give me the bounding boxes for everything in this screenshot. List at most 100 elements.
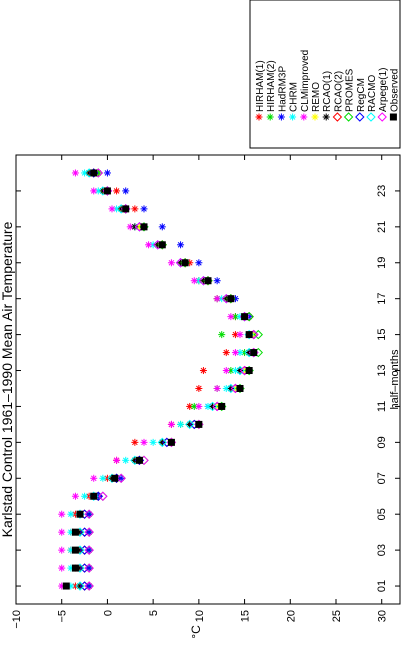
data-point	[81, 492, 89, 500]
plot-area	[15, 154, 401, 605]
data-point	[185, 419, 195, 430]
data-point	[222, 367, 230, 375]
data-point	[79, 545, 90, 555]
data-point	[62, 582, 70, 590]
legend-marker	[377, 112, 387, 122]
data-point	[227, 295, 235, 303]
data-point	[116, 473, 126, 483]
data-point	[157, 437, 167, 448]
data-point	[245, 331, 253, 339]
data-point	[140, 223, 148, 231]
data-point	[108, 205, 116, 213]
data-point	[98, 491, 108, 501]
data-point	[90, 187, 98, 195]
data-point	[58, 564, 66, 572]
data-point	[236, 331, 244, 339]
data-point	[190, 277, 198, 285]
y-tick-label: 0	[102, 610, 114, 616]
data-point	[218, 331, 226, 339]
chart-title: Karlstad Control 1961–1990 Mean Air Temp…	[0, 221, 15, 537]
x-axis-title: half–months	[389, 349, 401, 409]
data-point	[84, 509, 94, 519]
data-point	[71, 492, 79, 500]
data-point	[122, 456, 130, 464]
data-point	[207, 401, 218, 412]
data-point	[122, 205, 130, 213]
legend-marker	[300, 113, 308, 121]
data-point	[145, 241, 153, 249]
legend-label: Observed	[389, 69, 400, 112]
data-point	[131, 438, 139, 446]
data-point	[113, 187, 121, 195]
y-tick-label: 25	[331, 610, 343, 622]
legend-label: HIRHAM(2)	[266, 60, 277, 112]
data-point	[253, 329, 263, 340]
x-tick-label: 09	[376, 436, 388, 448]
data-point	[167, 259, 175, 267]
data-point	[204, 277, 212, 285]
data-point	[79, 563, 90, 573]
legend-label: RCAO(1)	[322, 71, 333, 112]
plot-frame	[15, 154, 401, 605]
data-point	[140, 438, 148, 446]
data-point	[227, 313, 235, 321]
data-point	[84, 527, 94, 537]
data-point	[195, 420, 203, 428]
data-point	[76, 510, 84, 518]
x-tick-label: 05	[376, 508, 388, 520]
data-point	[111, 474, 119, 482]
data-point	[195, 384, 203, 392]
legend-marker	[255, 113, 263, 121]
data-point	[181, 259, 189, 267]
legend-marker	[277, 113, 285, 121]
legend-label: CLMimproved	[300, 50, 311, 112]
data-point	[67, 510, 75, 518]
data-point	[103, 169, 111, 177]
legend-label: RegCM	[356, 78, 367, 112]
x-tick-label: 11	[376, 401, 388, 412]
legend-marker	[266, 113, 274, 121]
data-point	[79, 581, 90, 591]
data-point	[231, 349, 239, 357]
data-point	[71, 169, 79, 177]
data-point	[84, 563, 94, 573]
legend-label: REMO	[311, 82, 322, 112]
legend-label: CHRM	[289, 82, 300, 112]
data-point	[90, 169, 98, 177]
data-point	[90, 474, 98, 482]
data-point	[241, 313, 249, 321]
data-point	[99, 474, 107, 482]
axis-labels: −10 −5 0 5 10 15 20 25 3001030507091113151719212…	[0, 185, 401, 639]
data-point	[245, 367, 253, 375]
legend-label: PROMES	[345, 68, 356, 112]
legend-label: RCAO(2)	[333, 71, 344, 112]
x-tick-label: 07	[376, 472, 388, 484]
legend-marker	[311, 113, 319, 121]
data-point	[58, 546, 66, 554]
y-tick-label: 5	[148, 610, 160, 616]
axis-ticks	[15, 155, 400, 604]
data-point	[131, 205, 139, 213]
x-tick-label: 23	[376, 185, 388, 197]
data-marks	[58, 168, 263, 591]
x-tick-label: 21	[376, 221, 388, 233]
data-point	[79, 527, 90, 537]
data-point	[177, 241, 185, 249]
legend-marker	[355, 112, 365, 122]
y-tick-label: 15	[240, 610, 252, 622]
data-point	[158, 241, 166, 249]
data-point	[149, 438, 157, 446]
data-point	[195, 259, 203, 267]
data-point	[226, 383, 236, 394]
legend-marker	[366, 112, 376, 122]
data-point	[167, 438, 175, 446]
data-point	[103, 187, 111, 195]
x-tick-label: 19	[376, 257, 388, 269]
y-tick-label: −10	[11, 610, 23, 629]
legend-label: RACMO	[367, 75, 378, 112]
data-point	[84, 581, 94, 591]
legend-marker	[389, 113, 397, 121]
data-point	[135, 456, 143, 464]
data-point	[213, 277, 221, 285]
data-point	[236, 384, 244, 392]
